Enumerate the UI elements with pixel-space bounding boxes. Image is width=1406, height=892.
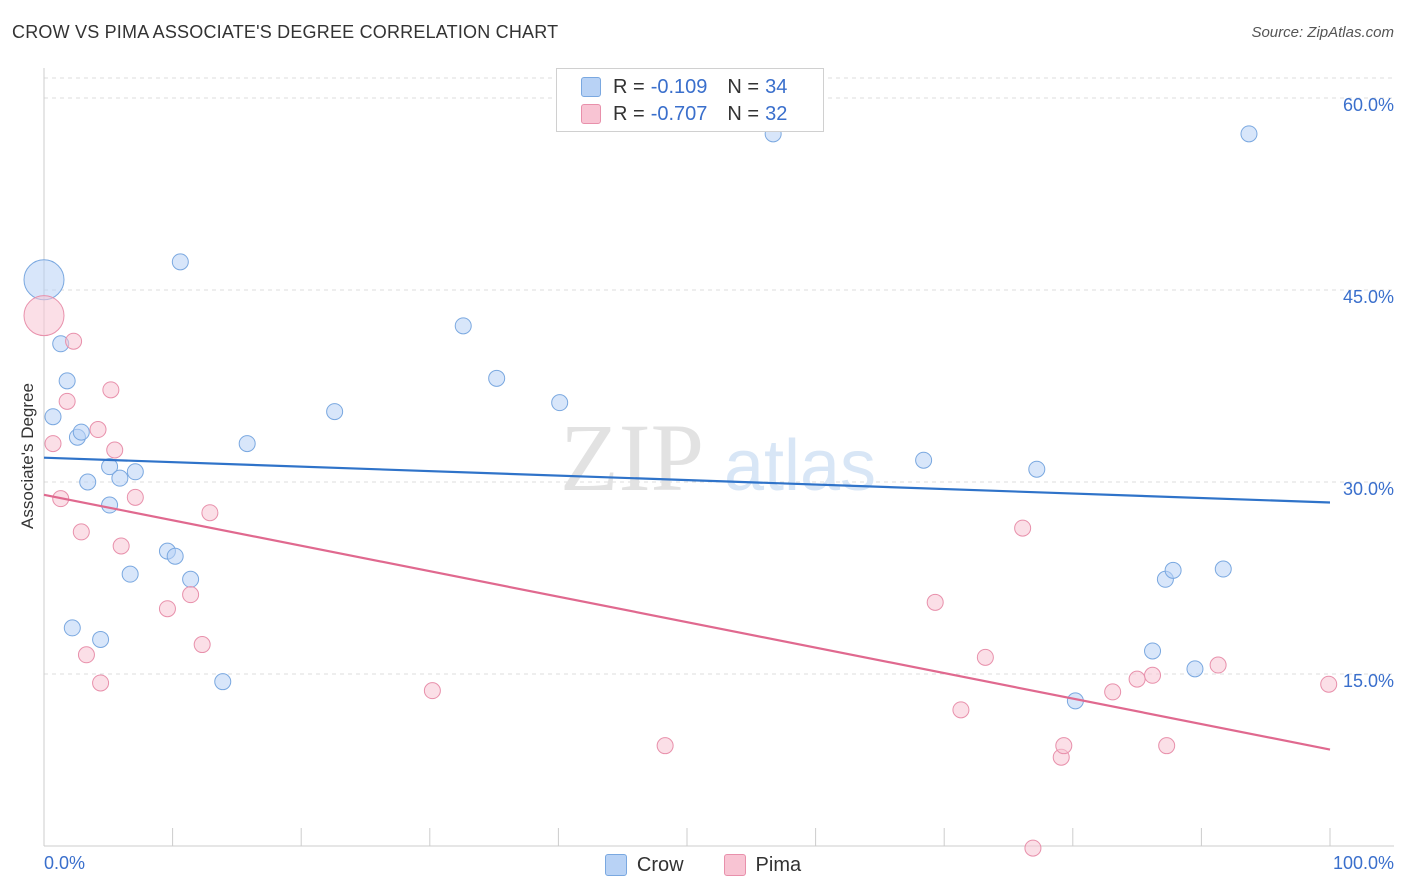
pima-point: [1024, 839, 1042, 857]
crow-point: [171, 253, 189, 271]
crow-point: [63, 619, 81, 637]
pima-point: [656, 737, 674, 755]
n-value: 32: [765, 102, 788, 125]
trend-layer: [43, 456, 1331, 751]
legend-item-crow[interactable]: Crow: [604, 853, 684, 877]
axis-layer: 15.0% 30.0% 45.0% 60.0%: [43, 68, 1394, 847]
crow-trend-line: [43, 456, 1331, 504]
pima-point: [126, 488, 144, 506]
legend-label-pima: Pima: [755, 853, 802, 876]
pima-point: [193, 636, 211, 654]
pima-point: [201, 504, 219, 522]
n-label: N =: [727, 75, 760, 98]
crow-point: [121, 565, 139, 583]
watermark: ZIP atlas: [560, 404, 876, 511]
crow-point: [44, 408, 62, 426]
crow-point: [454, 317, 472, 335]
crow-point: [79, 473, 97, 491]
n-label: N =: [727, 102, 760, 125]
crow-point: [1164, 561, 1182, 579]
r-label: R =: [613, 102, 645, 125]
crow-point: [1240, 125, 1258, 143]
crow-point: [182, 570, 200, 588]
x-tick-label-right: 100.0%: [1333, 853, 1394, 873]
crow-point: [214, 673, 232, 691]
source-label: Source: ZipAtlas.com: [1251, 24, 1394, 41]
pima-trend-line: [43, 493, 1331, 751]
series-legend: Crow Pima: [0, 852, 1406, 878]
watermark-zip: ZIP: [560, 404, 704, 511]
watermark-atlas: atlas: [724, 426, 876, 506]
points-layer: [23, 125, 1338, 857]
crow-swatch: [581, 77, 601, 97]
y-tick-label: 60.0%: [1343, 95, 1394, 115]
crow-point: [1214, 560, 1232, 578]
y-tick-label: 15.0%: [1343, 671, 1394, 691]
pima-point: [106, 441, 124, 459]
pima-point: [44, 435, 62, 453]
grid-layer: [44, 77, 1394, 675]
crow-point: [101, 496, 119, 514]
pima-point: [1144, 666, 1162, 684]
r-value: -0.109: [650, 75, 708, 98]
pima-point: [1104, 683, 1122, 701]
crow-point: [551, 394, 569, 412]
pima-point: [58, 392, 76, 410]
pima-point: [1320, 675, 1338, 693]
crow-point: [1186, 660, 1204, 678]
y-tick-label: 30.0%: [1343, 479, 1394, 499]
crow-point: [915, 451, 933, 469]
y-axis-label: Associate's Degree: [18, 383, 37, 529]
pima-point: [1128, 670, 1146, 688]
stats-legend: R = -0.109 N = 34 R = -0.707 N = 32: [556, 68, 824, 132]
crow-point: [92, 630, 110, 648]
y-tick-label: 45.0%: [1343, 287, 1394, 307]
pima-point: [423, 682, 441, 700]
crow-point: [111, 469, 129, 487]
pima-swatch: [723, 854, 746, 876]
pima-point: [926, 593, 944, 611]
crow-point: [23, 259, 65, 301]
crow-point: [1028, 460, 1046, 478]
crow-point: [1144, 642, 1162, 660]
chart-title: CROW VS PIMA ASSOCIATE'S DEGREE CORRELAT…: [12, 22, 559, 42]
pima-point: [77, 646, 95, 664]
crow-point: [326, 403, 344, 421]
pima-point: [23, 295, 65, 337]
crow-point: [166, 547, 184, 565]
crow-swatch: [604, 854, 627, 876]
r-value: -0.707: [650, 102, 708, 125]
pima-point: [1158, 737, 1176, 755]
r-label: R =: [613, 75, 645, 98]
crow-point: [126, 463, 144, 481]
pima-swatch: [581, 104, 601, 124]
pima-point: [112, 537, 130, 555]
pima-point: [1209, 656, 1227, 674]
crow-point: [101, 458, 119, 476]
crow-point: [72, 423, 90, 441]
pima-point: [102, 381, 120, 399]
n-value: 34: [765, 75, 788, 98]
pima-point: [158, 600, 176, 618]
crow-point: [238, 435, 256, 453]
crow-point: [488, 369, 506, 387]
legend-row-crow: R = -0.109 N = 34: [581, 75, 807, 99]
pima-point: [976, 648, 994, 666]
pima-point: [182, 586, 200, 604]
x-tick-label-left: 0.0%: [44, 853, 85, 873]
crow-point: [58, 372, 76, 390]
pima-point: [89, 421, 107, 439]
pima-point: [1055, 737, 1073, 755]
legend-item-pima[interactable]: Pima: [723, 853, 802, 877]
pima-point: [92, 674, 110, 692]
legend-label-crow: Crow: [636, 853, 684, 876]
legend-row-pima: R = -0.707 N = 32: [581, 102, 807, 126]
pima-point: [1014, 519, 1032, 537]
pima-point: [65, 332, 83, 350]
pima-point: [952, 701, 970, 719]
pima-point: [72, 523, 90, 541]
